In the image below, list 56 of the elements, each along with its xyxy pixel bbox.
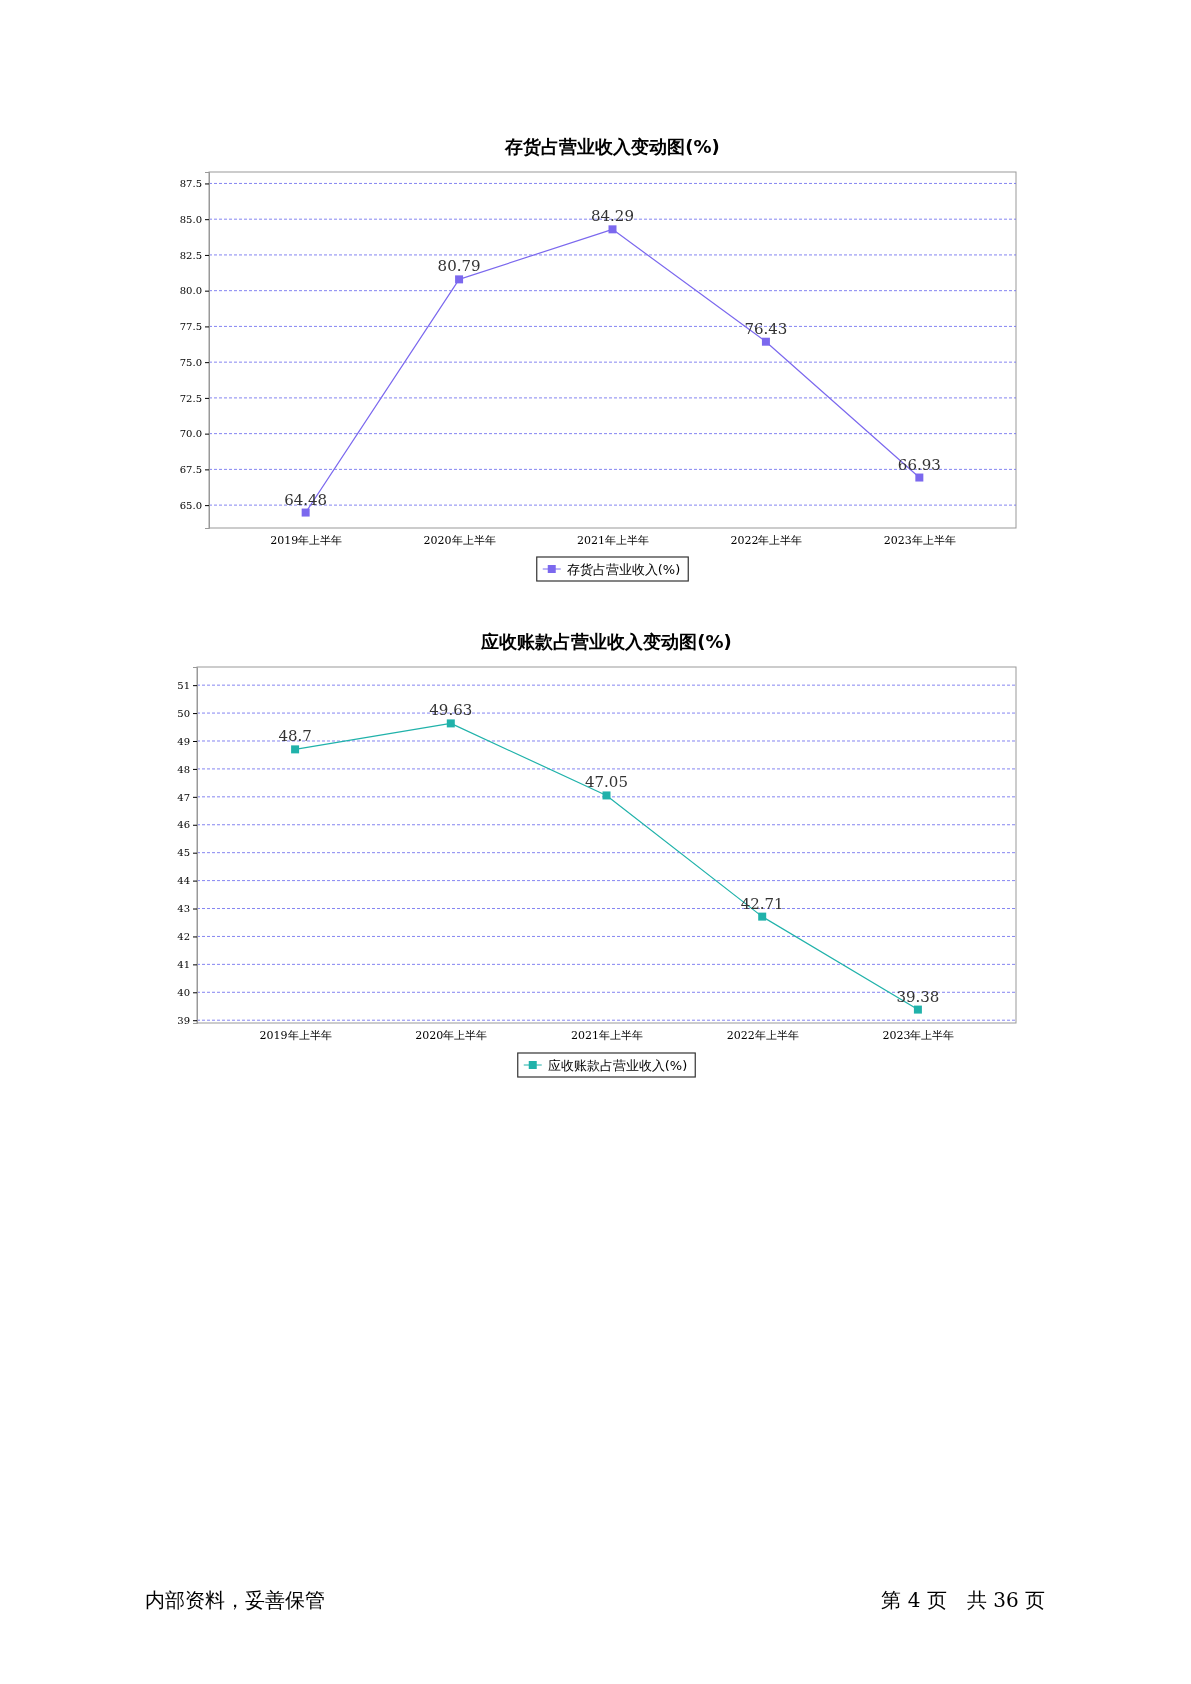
y-tick-label: 47: [177, 791, 190, 803]
x-tick-label: 2023年上半年: [883, 533, 956, 547]
x-tick-label: 2019年上半年: [259, 1028, 332, 1042]
y-tick-label: 72.5: [179, 392, 202, 404]
y-tick-label: 87.5: [179, 178, 202, 190]
data-label: 80.79: [437, 257, 481, 276]
y-tick-label: 50: [177, 707, 190, 719]
legend-label: 存货占营业收入(%): [566, 562, 681, 577]
point: [761, 337, 770, 346]
y-tick-label: 77.5: [179, 321, 202, 333]
x-tick-label: 2022年上半年: [730, 533, 803, 547]
point: [758, 912, 767, 921]
chart-title: 存货占营业收入变动图(%): [504, 136, 720, 157]
y-tick-label: 82.5: [179, 249, 202, 261]
y-tick-label: 40: [177, 986, 190, 998]
y-tick-label: 49: [177, 735, 190, 747]
y-tick-label: 48: [177, 763, 190, 775]
x-tick-label: 2023年上半年: [882, 1028, 955, 1042]
data-label: 76.43: [744, 319, 788, 338]
point: [608, 225, 617, 234]
y-tick-label: 51: [177, 679, 190, 691]
point: [602, 791, 611, 800]
y-tick-label: 85.0: [179, 213, 202, 225]
y-tick-label: 80.0: [179, 285, 202, 297]
legend-label: 应收账款占营业收入(%): [547, 1058, 688, 1073]
x-tick-label: 2022年上半年: [726, 1028, 799, 1042]
y-tick-label: 65.0: [179, 499, 202, 511]
point: [301, 508, 310, 517]
x-tick-label: 2020年上半年: [423, 533, 496, 547]
data-label: 39.38: [896, 987, 940, 1006]
y-tick-label: 42: [177, 931, 190, 943]
point: [455, 275, 464, 284]
x-tick-label: 2021年上半年: [571, 1028, 643, 1042]
point: [913, 1005, 922, 1014]
y-tick-label: 70.0: [179, 428, 202, 440]
x-tick-label: 2020年上半年: [415, 1028, 488, 1042]
y-tick-label: 75.0: [179, 356, 202, 368]
x-tick-label: 2021年上半年: [577, 533, 649, 547]
point: [291, 745, 300, 754]
x-tick-label: 2019年上半年: [270, 533, 343, 547]
y-tick-label: 39: [177, 1014, 190, 1026]
data-label: 48.7: [278, 727, 312, 746]
data-label: 49.63: [429, 701, 473, 720]
y-tick-label: 41: [177, 959, 190, 971]
y-tick-label: 67.5: [179, 464, 202, 476]
data-label: 47.05: [585, 773, 628, 792]
point: [446, 719, 455, 728]
y-tick-label: 44: [177, 875, 190, 887]
text: 内部资料，妥善保管: [145, 1588, 325, 1612]
data-label: 84.29: [591, 207, 634, 226]
y-tick-label: 43: [177, 903, 190, 915]
y-tick-label: 45: [177, 847, 190, 859]
chart-title: 应收账款占营业收入变动图(%): [480, 631, 732, 652]
text: 第 4 页 共 36 页: [881, 1588, 1045, 1612]
y-tick-label: 46: [177, 819, 190, 831]
point: [915, 473, 924, 482]
